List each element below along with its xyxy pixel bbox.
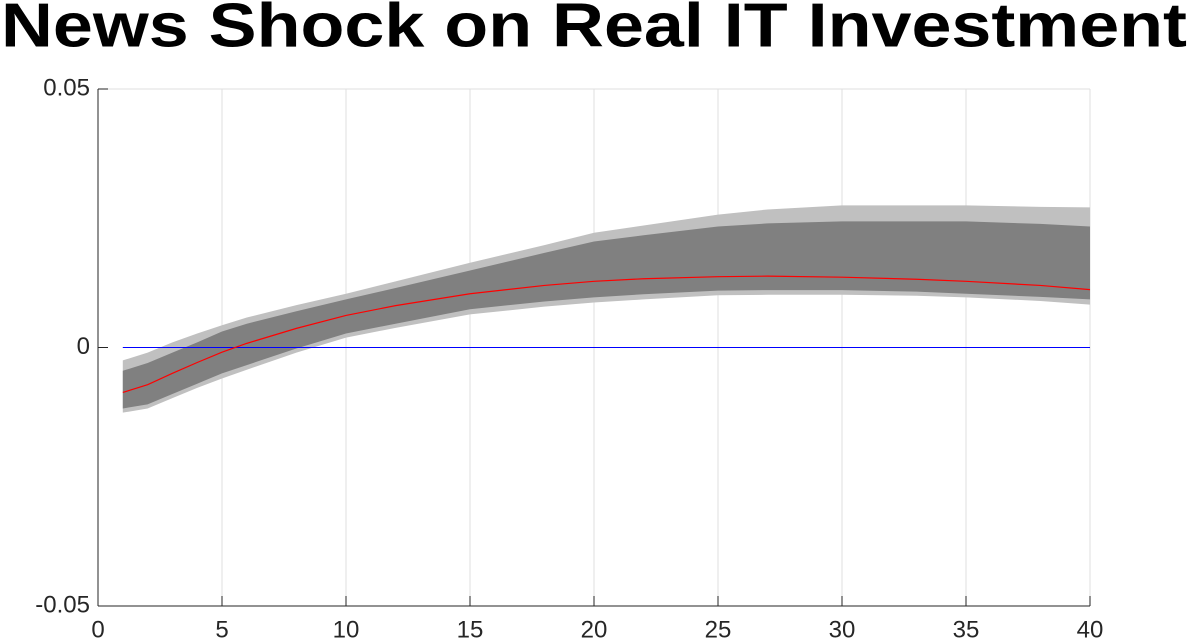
x-tick-label: 20 bbox=[581, 616, 608, 642]
x-tick-label: 0 bbox=[91, 616, 104, 642]
x-tick-label: 25 bbox=[705, 616, 732, 642]
x-tick-label: 40 bbox=[1077, 616, 1104, 642]
confidence-band bbox=[122, 221, 1091, 409]
y-tick-label: -0.05 bbox=[35, 591, 90, 618]
line-series bbox=[122, 275, 1091, 394]
y-tick-label: 0.05 bbox=[43, 74, 90, 101]
x-tick-label: 5 bbox=[215, 616, 228, 642]
x-tick-label: 35 bbox=[953, 616, 980, 642]
x-tick-label: 10 bbox=[333, 616, 360, 642]
y-tick-label: 0 bbox=[77, 333, 90, 360]
chart-title: News Shock on Real IT Investment bbox=[1, 0, 1187, 60]
x-tick-label: 15 bbox=[457, 616, 484, 642]
x-tick-label: 30 bbox=[829, 616, 856, 642]
